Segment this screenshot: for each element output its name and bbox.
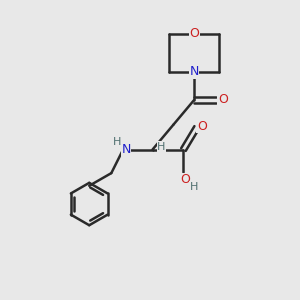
- Text: O: O: [189, 27, 199, 40]
- Text: H: H: [190, 182, 198, 192]
- Text: N: N: [121, 143, 131, 156]
- Text: H: H: [112, 137, 121, 147]
- Text: N: N: [190, 65, 199, 79]
- Text: H: H: [157, 142, 166, 152]
- Text: O: O: [197, 119, 207, 133]
- Text: O: O: [180, 173, 190, 186]
- Text: O: O: [218, 93, 228, 106]
